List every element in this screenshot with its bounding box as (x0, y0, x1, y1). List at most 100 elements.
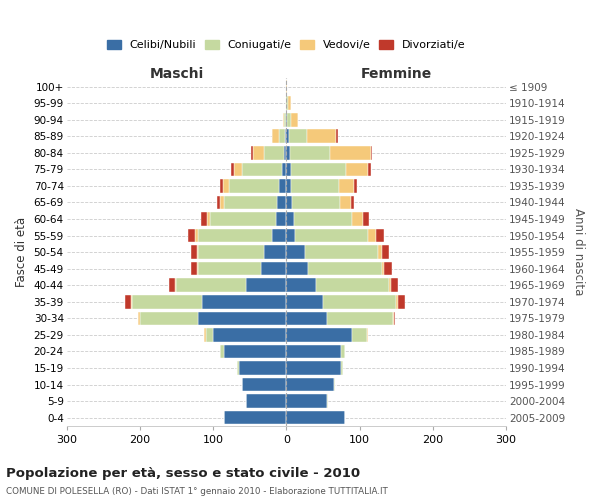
Bar (199, 262, 260, 276)
Bar (394, 312, 395, 325)
Bar (286, 146, 290, 160)
Bar (176, 278, 246, 292)
Bar (339, 179, 353, 192)
Bar (330, 146, 371, 160)
Bar (286, 344, 341, 358)
Bar (363, 212, 369, 226)
Bar (197, 246, 199, 259)
Bar (382, 246, 389, 259)
Bar (284, 113, 286, 126)
Bar (292, 179, 339, 192)
Bar (210, 212, 276, 226)
Bar (378, 246, 382, 259)
Bar (326, 312, 392, 325)
Bar (282, 162, 286, 176)
Bar (391, 278, 398, 292)
Bar (223, 179, 229, 192)
Bar (220, 196, 224, 209)
Bar (169, 278, 175, 292)
Bar (199, 312, 286, 325)
Bar (286, 394, 326, 408)
Text: Femmine: Femmine (361, 67, 432, 81)
Bar (341, 361, 343, 375)
Bar (224, 344, 286, 358)
Bar (207, 212, 210, 226)
Bar (125, 295, 131, 308)
Bar (196, 229, 199, 242)
Bar (272, 130, 279, 143)
Bar (199, 229, 272, 242)
Bar (368, 162, 371, 176)
Bar (246, 278, 286, 292)
Bar (334, 378, 335, 392)
Bar (286, 246, 305, 259)
Bar (277, 196, 286, 209)
Bar (131, 295, 133, 308)
Bar (398, 295, 405, 308)
Bar (295, 229, 368, 242)
Bar (326, 394, 328, 408)
Bar (191, 246, 197, 259)
Bar (213, 328, 286, 342)
Text: Maschi: Maschi (149, 67, 203, 81)
Bar (191, 262, 197, 276)
Bar (352, 328, 367, 342)
Text: Popolazione per età, sesso e stato civile - 2010: Popolazione per età, sesso e stato civil… (6, 468, 360, 480)
Bar (286, 411, 345, 424)
Y-axis label: Anni di nascita: Anni di nascita (572, 208, 585, 296)
Bar (286, 212, 293, 226)
Bar (290, 162, 346, 176)
Bar (237, 361, 239, 375)
Bar (139, 312, 140, 325)
Bar (290, 146, 330, 160)
Bar (286, 162, 290, 176)
Bar (235, 162, 242, 176)
Bar (286, 312, 326, 325)
Bar (352, 212, 363, 226)
Bar (382, 262, 385, 276)
Bar (376, 229, 385, 242)
Bar (260, 262, 286, 276)
Bar (279, 130, 285, 143)
Bar (286, 229, 295, 242)
Bar (286, 262, 308, 276)
Bar (353, 179, 358, 192)
Bar (308, 262, 382, 276)
Bar (316, 278, 389, 292)
Bar (279, 179, 286, 192)
Bar (224, 196, 277, 209)
Bar (217, 196, 220, 209)
Bar (286, 80, 287, 94)
Bar (286, 196, 292, 209)
Bar (305, 246, 378, 259)
Bar (286, 130, 289, 143)
Bar (197, 262, 199, 276)
Bar (239, 361, 286, 375)
Bar (246, 394, 286, 408)
Bar (371, 146, 372, 160)
Bar (336, 130, 338, 143)
Bar (367, 328, 368, 342)
Bar (242, 378, 286, 392)
Legend: Celibi/Nubili, Coniugati/e, Vedovi/e, Divorziati/e: Celibi/Nubili, Coniugati/e, Vedovi/e, Di… (103, 35, 470, 54)
Bar (276, 212, 286, 226)
Bar (285, 130, 286, 143)
Bar (290, 113, 298, 126)
Bar (230, 162, 235, 176)
Bar (286, 113, 287, 126)
Bar (202, 295, 286, 308)
Bar (272, 229, 286, 242)
Bar (202, 212, 207, 226)
Bar (199, 246, 265, 259)
Bar (368, 229, 376, 242)
Bar (286, 328, 352, 342)
Bar (385, 262, 392, 276)
Bar (389, 278, 391, 292)
Bar (283, 113, 284, 126)
Bar (251, 146, 253, 160)
Text: COMUNE DI POLESELLA (RO) - Dati ISTAT 1° gennaio 2010 - Elaborazione TUTTITALIA.: COMUNE DI POLESELLA (RO) - Dati ISTAT 1°… (6, 487, 388, 496)
Bar (351, 196, 355, 209)
Bar (341, 344, 345, 358)
Bar (133, 295, 202, 308)
Bar (242, 162, 282, 176)
